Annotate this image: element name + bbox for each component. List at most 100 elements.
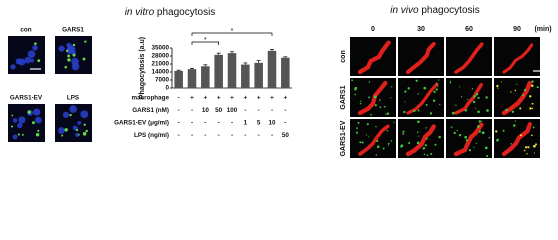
particle (522, 94, 525, 97)
particle (484, 146, 488, 150)
particle (357, 121, 360, 124)
particle (386, 112, 390, 115)
vessel (454, 83, 483, 115)
particle (78, 133, 80, 136)
y-tick-label: 0 (165, 85, 169, 92)
nucleus (18, 116, 26, 124)
condition-cell: 50 (282, 132, 290, 139)
error-bar (176, 69, 181, 71)
particle (514, 89, 517, 92)
particle (455, 104, 457, 106)
error-bar (243, 62, 248, 65)
particle (449, 80, 451, 83)
particle (17, 133, 20, 136)
error-bar (190, 67, 194, 70)
particle (402, 133, 404, 135)
particle (393, 121, 395, 123)
micrograph (398, 37, 444, 76)
particle (467, 98, 469, 101)
significance-bracket (191, 32, 273, 36)
particle (533, 152, 535, 154)
particle (359, 102, 362, 105)
particle (416, 131, 419, 133)
image-label: GARS1 (62, 27, 84, 34)
y-tick-label: 14000 (151, 69, 169, 76)
particle (61, 134, 64, 137)
particle (456, 129, 458, 132)
particle (11, 114, 14, 117)
particle (390, 97, 392, 99)
particle (66, 49, 69, 53)
nucleus (12, 134, 18, 140)
particle (429, 112, 433, 115)
error-bar (216, 52, 221, 55)
particle (423, 86, 427, 90)
particle (400, 144, 404, 148)
error-bar (256, 60, 261, 63)
particle (75, 128, 79, 132)
particle (535, 143, 537, 146)
particle (475, 107, 477, 109)
particle (370, 113, 373, 116)
particle (375, 154, 378, 156)
vessel (501, 122, 532, 157)
condition-cell: - (271, 132, 273, 139)
particle (486, 154, 489, 157)
particle (460, 96, 463, 98)
particle (438, 79, 440, 81)
vessel (405, 124, 436, 157)
vessel (358, 124, 390, 156)
title-italic: in vitro (125, 7, 155, 18)
bar (267, 50, 277, 88)
y-tick-label: 21000 (151, 61, 169, 68)
particle (404, 101, 406, 103)
error-bar (270, 49, 274, 51)
particle (34, 42, 37, 45)
vessel (453, 122, 484, 157)
particle (383, 105, 386, 108)
particle (434, 143, 437, 146)
left-title: in vitro phagocytosis (125, 7, 216, 18)
particle (37, 59, 41, 63)
condition-label: GARS1-EV (μg/ml) (114, 120, 169, 127)
particle (387, 144, 390, 146)
nucleus (24, 56, 31, 64)
particle (417, 120, 420, 124)
particle (500, 81, 502, 83)
right-title: in vivo phagocytosis (390, 5, 480, 16)
particle (432, 99, 436, 102)
particle (536, 86, 539, 89)
nucleus (71, 50, 77, 56)
particle (436, 83, 438, 85)
condition-cell: - (191, 132, 193, 139)
nucleus (17, 122, 23, 129)
particle (355, 131, 359, 134)
particle (477, 96, 480, 100)
bar (254, 62, 263, 88)
particle (11, 125, 14, 128)
particle (527, 146, 530, 149)
column-header: 60 (465, 26, 473, 33)
condition-cell: + (270, 95, 274, 102)
particle (514, 120, 517, 122)
particle (32, 121, 35, 125)
particle (417, 109, 420, 112)
particle (376, 145, 380, 149)
significance-bracket (191, 41, 220, 45)
particle (413, 109, 416, 113)
condition-cell: - (231, 132, 233, 139)
particle (368, 96, 371, 99)
particle (72, 53, 76, 57)
nucleus (34, 116, 42, 124)
particle (64, 128, 68, 132)
bar (227, 53, 237, 88)
particle (449, 81, 452, 84)
condition-cell: 5 (257, 120, 261, 127)
condition-cell: + (230, 95, 234, 102)
particle (82, 132, 87, 136)
particle (529, 107, 532, 110)
particle (502, 129, 505, 132)
condition-cell: + (243, 95, 247, 102)
particle (423, 153, 426, 156)
particle (519, 134, 522, 137)
